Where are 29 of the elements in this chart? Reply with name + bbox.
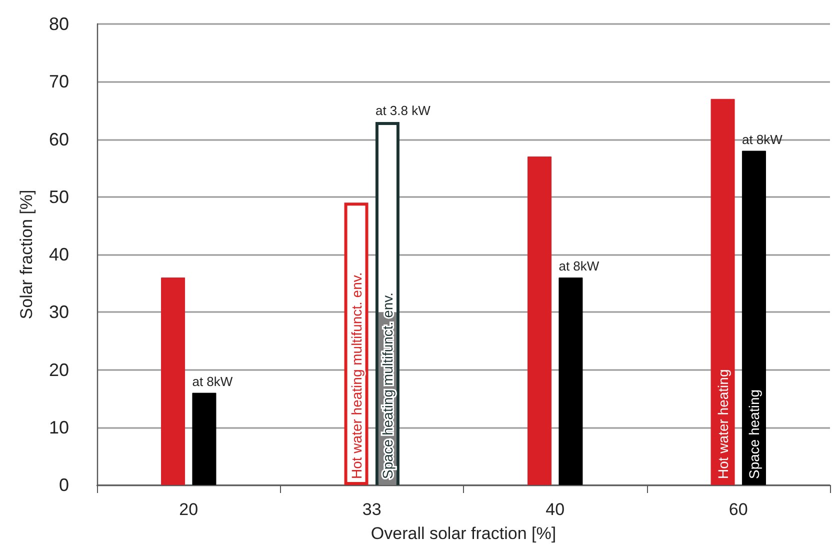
x-tick-label: 40 bbox=[546, 500, 565, 519]
bar bbox=[558, 278, 583, 485]
y-tick-label: 50 bbox=[48, 186, 69, 207]
series-label: Space heating multifunct. env. bbox=[379, 292, 396, 479]
annotation: at 8kW bbox=[742, 132, 784, 147]
bar bbox=[710, 98, 735, 485]
annotation: at 8kW bbox=[558, 258, 600, 274]
bar bbox=[528, 156, 552, 485]
annotation: at 3.8 kW bbox=[375, 102, 432, 118]
series-label: Space heating bbox=[746, 389, 762, 479]
annotation: at 8kW bbox=[192, 374, 234, 389]
y-tick-label: 80 bbox=[48, 14, 69, 34]
x-tick-label: 20 bbox=[179, 500, 198, 519]
y-tick-label: 10 bbox=[48, 417, 69, 438]
x-tick-label: 33 bbox=[362, 500, 382, 519]
series-label: Hot water heating multifunct. env. bbox=[348, 272, 364, 479]
y-axis-title: Solar fraction [%] bbox=[17, 190, 36, 320]
y-tick-label: 40 bbox=[48, 244, 69, 264]
y-tick-label: 20 bbox=[48, 360, 69, 380]
x-tick-label: 60 bbox=[728, 500, 748, 519]
x-axis-title: Overall solar fraction [%] bbox=[370, 524, 556, 543]
y-tick-label: 30 bbox=[48, 302, 69, 322]
y-tick-label: 0 bbox=[58, 475, 69, 495]
bar bbox=[192, 392, 216, 485]
bar bbox=[742, 150, 766, 485]
y-tick-label: 70 bbox=[48, 72, 69, 92]
y-tick-label: 60 bbox=[48, 129, 69, 150]
series-label: Hot water heating bbox=[714, 369, 731, 479]
bar bbox=[161, 278, 186, 485]
